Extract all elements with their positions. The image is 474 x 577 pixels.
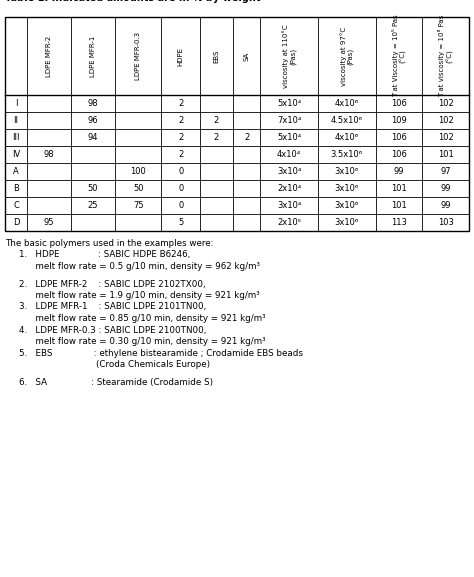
Text: LDPE MFR-0.3: LDPE MFR-0.3: [135, 32, 141, 80]
Text: 100: 100: [130, 167, 146, 176]
Text: 109: 109: [391, 116, 407, 125]
Text: 106: 106: [391, 133, 407, 142]
Text: 4x10⁴: 4x10⁴: [277, 150, 301, 159]
Text: 102: 102: [438, 99, 454, 108]
Bar: [5, 17, 469, 231]
Text: 3.5x10⁶: 3.5x10⁶: [331, 150, 363, 159]
Text: 3.   LDPE MFR-1    : SABIC LDPE 2101TN00,: 3. LDPE MFR-1 : SABIC LDPE 2101TN00,: [19, 302, 206, 312]
Text: 2: 2: [214, 116, 219, 125]
Text: 101: 101: [391, 201, 407, 210]
Text: melt flow rate = 0.5 g/10 min, density = 962 kg/m³: melt flow rate = 0.5 g/10 min, density =…: [19, 262, 260, 271]
Text: 1.   HDPE              : SABIC HDPE B6246,: 1. HDPE : SABIC HDPE B6246,: [19, 250, 190, 260]
Text: 101: 101: [438, 150, 454, 159]
Text: B: B: [13, 184, 19, 193]
Text: HDPE: HDPE: [178, 47, 184, 66]
Text: 101: 101: [391, 184, 407, 193]
Text: 98: 98: [88, 99, 98, 108]
Text: EBS: EBS: [213, 49, 219, 63]
Text: 3x10⁶: 3x10⁶: [335, 167, 359, 176]
Text: 50: 50: [88, 184, 98, 193]
Text: 3x10⁶: 3x10⁶: [335, 218, 359, 227]
Text: 4.5x10⁶: 4.5x10⁶: [331, 116, 363, 125]
Text: 3x10⁴: 3x10⁴: [277, 201, 301, 210]
Text: 2: 2: [178, 133, 183, 142]
Text: 2: 2: [214, 133, 219, 142]
Text: 7x10⁴: 7x10⁴: [277, 116, 301, 125]
Text: 5x10⁴: 5x10⁴: [277, 99, 301, 108]
Text: 95: 95: [44, 218, 54, 227]
Text: melt flow rate = 0.85 g/10 min, density = 921 kg/m³: melt flow rate = 0.85 g/10 min, density …: [19, 314, 265, 323]
Text: I: I: [15, 99, 17, 108]
Text: 5: 5: [178, 218, 183, 227]
Text: T at Viscosity = 10⁵ Pas
(°C): T at Viscosity = 10⁵ Pas (°C): [392, 14, 406, 98]
Text: 98: 98: [44, 150, 54, 159]
Text: Table 1: Indicated amounts are in % by weight: Table 1: Indicated amounts are in % by w…: [5, 0, 261, 3]
Text: 106: 106: [391, 150, 407, 159]
Text: 102: 102: [438, 116, 454, 125]
Text: 25: 25: [88, 201, 98, 210]
Text: melt flow rate = 1.9 g/10 min, density = 921 kg/m³: melt flow rate = 1.9 g/10 min, density =…: [19, 291, 260, 300]
Text: 103: 103: [438, 218, 454, 227]
Text: 4.   LDPE MFR-0.3 : SABIC LDPE 2100TN00,: 4. LDPE MFR-0.3 : SABIC LDPE 2100TN00,: [19, 325, 206, 335]
Text: 0: 0: [178, 184, 183, 193]
Text: 50: 50: [133, 184, 144, 193]
Text: 97: 97: [440, 167, 451, 176]
Text: 4x10⁶: 4x10⁶: [335, 99, 359, 108]
Text: The basic polymers used in the examples were:: The basic polymers used in the examples …: [5, 239, 213, 248]
Text: LDPE MFR-2: LDPE MFR-2: [46, 35, 52, 77]
Text: 106: 106: [391, 99, 407, 108]
Text: 2x10⁴: 2x10⁴: [277, 184, 301, 193]
Text: 2: 2: [178, 150, 183, 159]
Text: T at viscosity = 10⁶ Pas
(°C): T at viscosity = 10⁶ Pas (°C): [438, 15, 453, 97]
Text: 5.   EBS               : ethylene bistearamide ; Crodamide EBS beads: 5. EBS : ethylene bistearamide ; Crodami…: [19, 349, 303, 358]
Text: 4x10⁶: 4x10⁶: [335, 133, 359, 142]
Text: 0: 0: [178, 201, 183, 210]
Text: SA: SA: [244, 51, 250, 61]
Text: (Croda Chemicals Europe): (Croda Chemicals Europe): [19, 360, 210, 369]
Text: 99: 99: [394, 167, 404, 176]
Text: 99: 99: [440, 201, 451, 210]
Text: viscosity at 97°C
(Pas): viscosity at 97°C (Pas): [340, 27, 354, 85]
Text: 3x10⁴: 3x10⁴: [277, 167, 301, 176]
Text: 0: 0: [178, 167, 183, 176]
Text: 2x10⁵: 2x10⁵: [277, 218, 301, 227]
Text: viscosity at 110°C
(Pas): viscosity at 110°C (Pas): [283, 24, 296, 88]
Text: 96: 96: [88, 116, 98, 125]
Text: 94: 94: [88, 133, 98, 142]
Text: 5x10⁴: 5x10⁴: [277, 133, 301, 142]
Text: 2: 2: [178, 116, 183, 125]
Text: 2: 2: [178, 99, 183, 108]
Text: 3x10⁶: 3x10⁶: [335, 184, 359, 193]
Text: melt flow rate = 0.30 g/10 min, density = 921 kg/m³: melt flow rate = 0.30 g/10 min, density …: [19, 337, 265, 346]
Text: 99: 99: [440, 184, 451, 193]
Text: 102: 102: [438, 133, 454, 142]
Text: A: A: [13, 167, 19, 176]
Text: LDPE MFR-1: LDPE MFR-1: [90, 35, 96, 77]
Text: 2: 2: [244, 133, 249, 142]
Text: 6.   SA                : Stearamide (Crodamide S): 6. SA : Stearamide (Crodamide S): [19, 377, 213, 387]
Text: D: D: [13, 218, 19, 227]
Text: 3x10⁶: 3x10⁶: [335, 201, 359, 210]
Text: 113: 113: [391, 218, 407, 227]
Text: IV: IV: [12, 150, 20, 159]
Text: 2.   LDPE MFR-2    : SABIC LDPE 2102TX00,: 2. LDPE MFR-2 : SABIC LDPE 2102TX00,: [19, 279, 206, 288]
Text: 75: 75: [133, 201, 144, 210]
Text: C: C: [13, 201, 19, 210]
Text: II: II: [13, 116, 18, 125]
Text: III: III: [12, 133, 20, 142]
